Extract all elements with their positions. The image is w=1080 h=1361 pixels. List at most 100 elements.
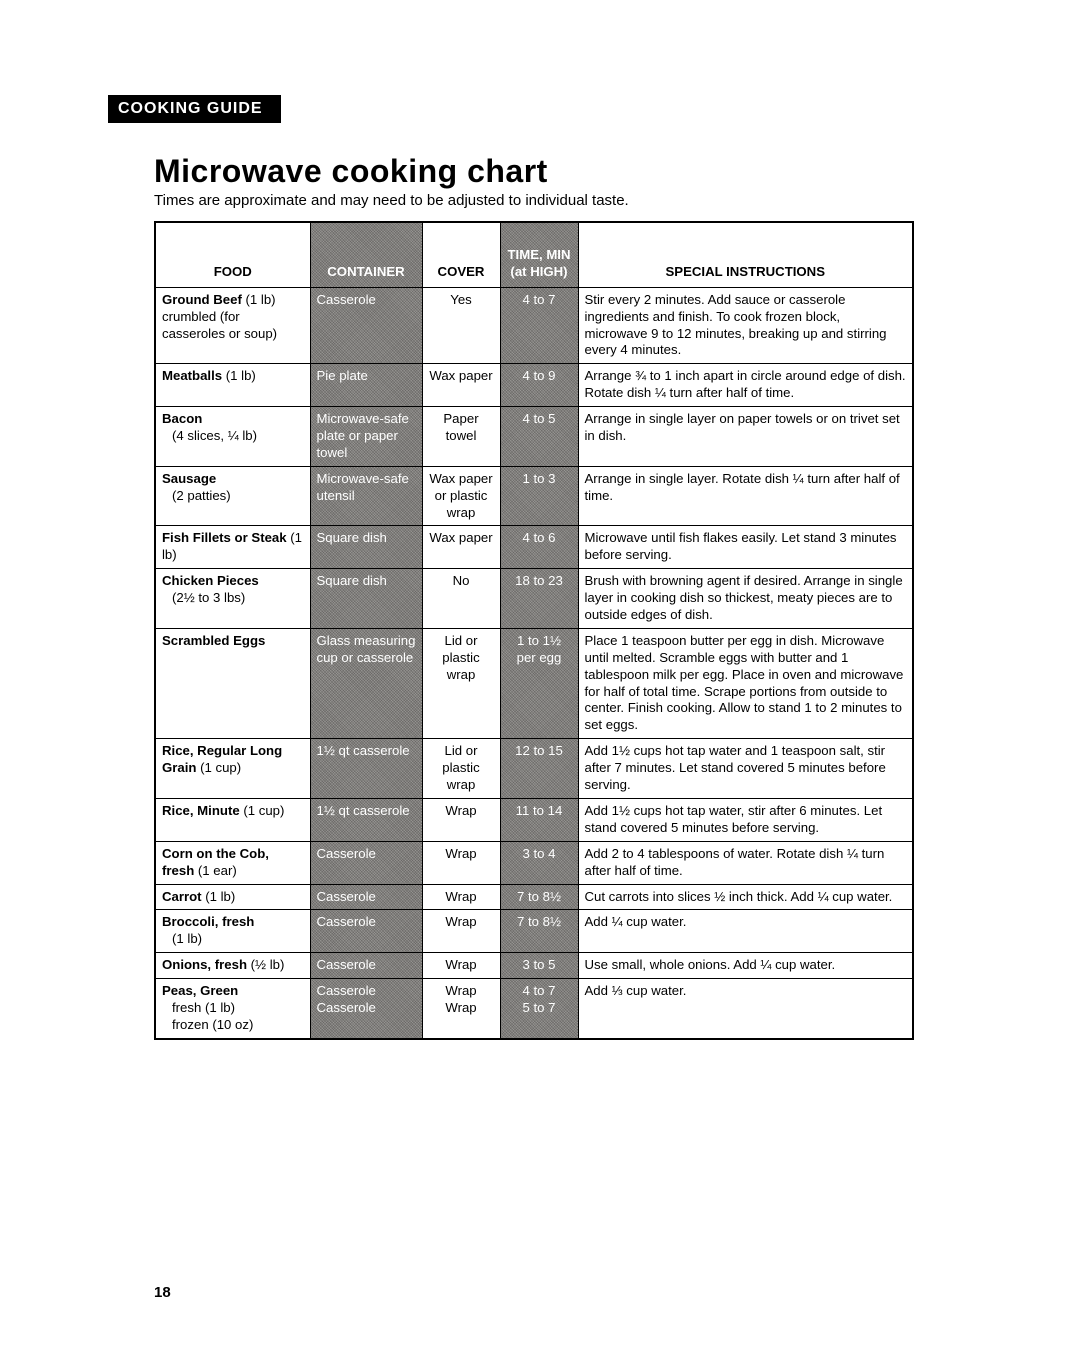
cell-food: Ground Beef (1 lb) crumbled (for cassero… bbox=[155, 287, 310, 364]
cell-container: 1½ qt casserole bbox=[310, 798, 422, 841]
table-row: Rice, Regular Long Grain (1 cup)1½ qt ca… bbox=[155, 739, 913, 799]
cell-time: 3 to 5 bbox=[500, 953, 578, 979]
cell-container: Glass measuring cup or casserole bbox=[310, 628, 422, 738]
food-name: Broccoli, fresh bbox=[162, 914, 254, 929]
cell-container: Pie plate bbox=[310, 364, 422, 407]
table-row: Ground Beef (1 lb) crumbled (for cassero… bbox=[155, 287, 913, 364]
cell-container: 1½ qt casserole bbox=[310, 739, 422, 799]
cell-food: Rice, Regular Long Grain (1 cup) bbox=[155, 739, 310, 799]
food-name: Fish Fillets or Steak bbox=[162, 530, 287, 545]
food-detail: (1 cup) bbox=[240, 803, 285, 818]
cell-cover: Wax paper bbox=[422, 526, 500, 569]
cell-instructions: Add 1½ cups hot tap water, stir after 6 … bbox=[578, 798, 913, 841]
food-name: Carrot bbox=[162, 889, 202, 904]
table-row: Meatballs (1 lb)Pie plateWax paper4 to 9… bbox=[155, 364, 913, 407]
table-row: Sausage (2 patties) Microwave-safe utensil… bbox=[155, 466, 913, 526]
page-title: Microwave cooking chart bbox=[154, 153, 980, 190]
food-detail: (1 lb) bbox=[222, 368, 256, 383]
cell-food: Scrambled Eggs bbox=[155, 628, 310, 738]
cell-food: Onions, fresh (½ lb) bbox=[155, 953, 310, 979]
cell-food: Rice, Minute (1 cup) bbox=[155, 798, 310, 841]
cell-time: 4 to 6 bbox=[500, 526, 578, 569]
header-time: TIME, MIN (at HIGH) bbox=[500, 222, 578, 287]
cell-instructions: Stir every 2 minutes. Add sauce or casse… bbox=[578, 287, 913, 364]
cell-container: Casserole bbox=[310, 884, 422, 910]
cell-instructions: Arrange in single layer. Rotate dish ¼ t… bbox=[578, 466, 913, 526]
cell-food: Sausage (2 patties) bbox=[155, 466, 310, 526]
food-subline: frozen (10 oz) bbox=[162, 1017, 304, 1034]
food-name: Scrambled Eggs bbox=[162, 633, 265, 648]
cell-time: 7 to 8½ bbox=[500, 884, 578, 910]
section-tab: COOKING GUIDE bbox=[108, 95, 281, 123]
cell-instructions: Add ¼ cup water. bbox=[578, 910, 913, 953]
header-instructions: SPECIAL INSTRUCTIONS bbox=[578, 222, 913, 287]
table-row: Peas, Green fresh (1 lb)frozen (10 oz) Cas… bbox=[155, 979, 913, 1039]
food-detail: (½ lb) bbox=[247, 957, 284, 972]
cell-instructions: Cut carrots into slices ½ inch thick. Ad… bbox=[578, 884, 913, 910]
table-row: Rice, Minute (1 cup)1½ qt casseroleWrap1… bbox=[155, 798, 913, 841]
cell-time: 4 to 9 bbox=[500, 364, 578, 407]
cell-cover: Wrap bbox=[422, 841, 500, 884]
food-detail: (1 cup) bbox=[196, 760, 241, 775]
food-name: Rice, Minute bbox=[162, 803, 240, 818]
table-row: Corn on the Cob, fresh (1 ear)CasseroleW… bbox=[155, 841, 913, 884]
food-subline: (2½ to 3 lbs) bbox=[162, 590, 304, 607]
cell-container: Casserole bbox=[310, 841, 422, 884]
food-name: Sausage bbox=[162, 471, 216, 486]
food-name: Onions, fresh bbox=[162, 957, 247, 972]
cell-cover: Lid or plastic wrap bbox=[422, 739, 500, 799]
cell-time: 4 to 5 bbox=[500, 407, 578, 467]
table-row: Carrot (1 lb) CasseroleWrap7 to 8½Cut car… bbox=[155, 884, 913, 910]
food-name: Meatballs bbox=[162, 368, 222, 383]
cell-food: Meatballs (1 lb) bbox=[155, 364, 310, 407]
cell-instructions: Brush with browning agent if desired. Ar… bbox=[578, 569, 913, 629]
cell-container: Microwave-safe utensil bbox=[310, 466, 422, 526]
cell-food: Corn on the Cob, fresh (1 ear) bbox=[155, 841, 310, 884]
cell-cover: Yes bbox=[422, 287, 500, 364]
cell-container: CasseroleCasserole bbox=[310, 979, 422, 1039]
food-subline: (2 patties) bbox=[162, 488, 304, 505]
food-name: Bacon bbox=[162, 411, 202, 426]
cell-container: Microwave-safe plate or paper towel bbox=[310, 407, 422, 467]
cell-time: 18 to 23 bbox=[500, 569, 578, 629]
table-row: Scrambled Eggs Glass measuring cup or cas… bbox=[155, 628, 913, 738]
cell-instructions: Add ⅓ cup water. bbox=[578, 979, 913, 1039]
cell-instructions: Microwave until fish flakes easily. Let … bbox=[578, 526, 913, 569]
header-container: CONTAINER bbox=[310, 222, 422, 287]
food-subline: (4 slices, ¼ lb) bbox=[162, 428, 304, 445]
food-subline: fresh (1 lb) bbox=[162, 1000, 304, 1017]
food-name: Ground Beef bbox=[162, 292, 242, 307]
cell-instructions: Use small, whole onions. Add ¼ cup water… bbox=[578, 953, 913, 979]
header-food: FOOD bbox=[155, 222, 310, 287]
cell-cover: Paper towel bbox=[422, 407, 500, 467]
cell-container: Square dish bbox=[310, 526, 422, 569]
food-detail: (1 lb) bbox=[202, 889, 236, 904]
cell-food: Bacon (4 slices, ¼ lb) bbox=[155, 407, 310, 467]
cell-cover: Wrap bbox=[422, 910, 500, 953]
cell-container: Casserole bbox=[310, 910, 422, 953]
cell-food: Chicken Pieces (2½ to 3 lbs) bbox=[155, 569, 310, 629]
table-row: Broccoli, fresh(1 lb)CasseroleWrap7 to 8… bbox=[155, 910, 913, 953]
food-name: Chicken Pieces bbox=[162, 573, 259, 588]
cell-cover: No bbox=[422, 569, 500, 629]
cell-food: Broccoli, fresh (1 lb) bbox=[155, 910, 310, 953]
cell-instructions: Add 2 to 4 tablespoons of water. Rotate … bbox=[578, 841, 913, 884]
cell-cover: WrapWrap bbox=[422, 979, 500, 1039]
cell-food: Fish Fillets or Steak (1 lb) bbox=[155, 526, 310, 569]
cell-cover: Wrap bbox=[422, 884, 500, 910]
cell-cover: Wax paper or plastic wrap bbox=[422, 466, 500, 526]
cell-time: 3 to 4 bbox=[500, 841, 578, 884]
cell-cover: Wrap bbox=[422, 798, 500, 841]
cell-container: Casserole bbox=[310, 287, 422, 364]
cell-time: 11 to 14 bbox=[500, 798, 578, 841]
cell-instructions: Arrange ¾ to 1 inch apart in circle arou… bbox=[578, 364, 913, 407]
header-cover: COVER bbox=[422, 222, 500, 287]
cell-instructions: Place 1 teaspoon butter per egg in dish.… bbox=[578, 628, 913, 738]
cell-time: 12 to 15 bbox=[500, 739, 578, 799]
cell-time: 4 to 75 to 7 bbox=[500, 979, 578, 1039]
cell-instructions: Add 1½ cups hot tap water and 1 teaspoon… bbox=[578, 739, 913, 799]
table-header-row: FOOD CONTAINER COVER TIME, MIN (at HIGH)… bbox=[155, 222, 913, 287]
cell-time: 1 to 1½ per egg bbox=[500, 628, 578, 738]
food-name: Peas, Green bbox=[162, 983, 238, 998]
food-subline: (1 lb) bbox=[162, 931, 304, 948]
